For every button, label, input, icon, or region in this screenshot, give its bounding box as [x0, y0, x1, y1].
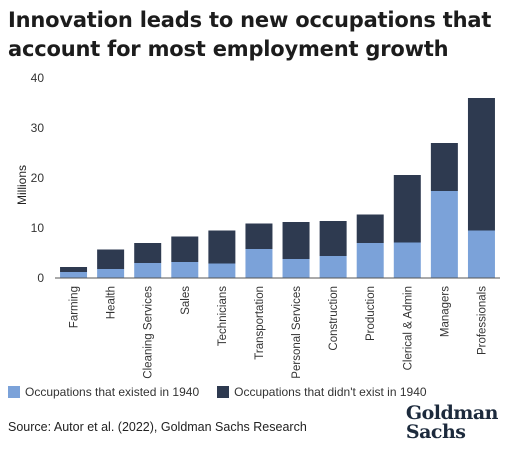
logo-line-1: Goldman [405, 402, 499, 424]
bar-new [245, 223, 273, 249]
legend-item-new: Occupations that didn't exist in 1940 [217, 385, 427, 399]
logo-line-2: Sachs [405, 421, 466, 443]
bar-existed [430, 191, 458, 278]
x-tick-label: Transportation [254, 286, 266, 360]
x-tick-label: Clerical & Admin [402, 286, 414, 370]
source-note: Source: Autor et al. (2022), Goldman Sac… [8, 420, 307, 434]
bar-new [171, 236, 199, 262]
bar-new [208, 230, 236, 264]
x-tick-label: Cleaning Services [143, 286, 155, 379]
bar-new [319, 221, 347, 256]
bar-existed [134, 263, 162, 278]
legend-swatch-existed [8, 386, 20, 398]
bar-new [282, 222, 310, 259]
y-tick-label: 0 [37, 271, 44, 285]
bar-new [430, 143, 458, 191]
stacked-bar-chart: 0 10 20 30 40 Farming Health Cleaning Services S… [31, 71, 500, 379]
y-tick-label: 30 [31, 121, 45, 135]
y-tick-label: 40 [31, 71, 45, 85]
bar-new [467, 98, 495, 231]
legend: Occupations that existed in 1940 Occupat… [8, 385, 445, 399]
bar-existed [60, 272, 88, 278]
bar-existed [467, 230, 495, 278]
bar-existed [393, 242, 421, 278]
bar-existed [356, 243, 384, 278]
bar-new [393, 175, 421, 243]
x-tick-label: Health [106, 286, 118, 319]
bar-existed [282, 259, 310, 278]
y-tick-label: 10 [31, 221, 45, 235]
bar-new [356, 214, 384, 243]
x-tick-label: Production [365, 286, 377, 341]
bar-new [60, 267, 88, 272]
x-tick-label: Managers [439, 286, 451, 337]
x-tick-label: Farming [69, 286, 81, 328]
legend-swatch-new [217, 386, 230, 398]
bar-existed [208, 263, 236, 278]
x-tick-label: Professionals [476, 286, 488, 355]
legend-label-existed: Occupations that existed in 1940 [25, 385, 200, 399]
bar-new [97, 249, 125, 269]
bar-existed [97, 269, 125, 278]
x-tick-label: Construction [328, 286, 340, 351]
x-tick-label: Technicians [217, 286, 229, 346]
x-tick-label: Personal Services [291, 286, 303, 379]
legend-item-existed: Occupations that existed in 1940 [8, 385, 199, 399]
bar-existed [319, 256, 347, 278]
legend-label-new: Occupations that didn't exist in 1940 [234, 385, 427, 399]
bar-existed [245, 249, 273, 278]
goldman-sachs-logo: Goldman Sachs [405, 402, 499, 443]
bar-existed [171, 262, 199, 278]
bar-new [134, 243, 162, 263]
y-tick-label: 20 [31, 171, 45, 185]
x-tick-label: Sales [180, 286, 192, 315]
chart-title: Innovation leads to new occupations that… [8, 8, 492, 61]
